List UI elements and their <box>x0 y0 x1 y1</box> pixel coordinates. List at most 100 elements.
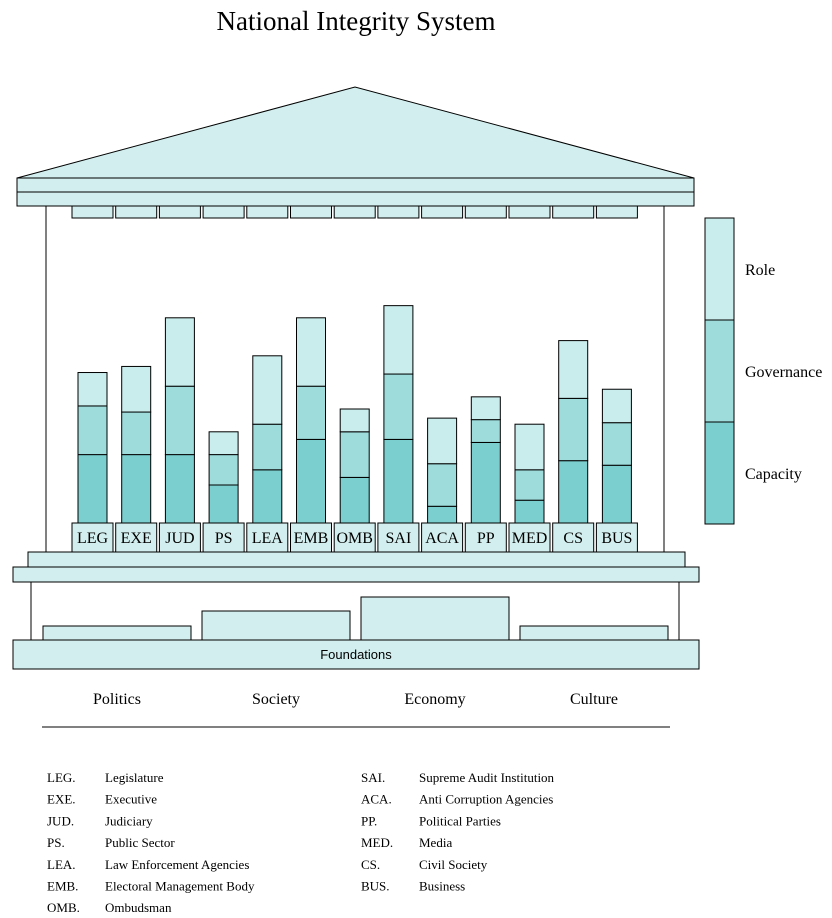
tick-label-bus: BUS <box>601 530 632 547</box>
bar-jud-role <box>164 317 195 387</box>
glossary-name-omb: Ombudsman <box>105 900 172 915</box>
bar-leg-governance <box>77 405 108 456</box>
bar-cs-capacity <box>558 460 589 524</box>
glossary-name-exe: Executive <box>105 792 157 807</box>
glossary-abbr-aca: ACA. <box>361 792 392 807</box>
capital-cs <box>552 205 595 219</box>
capital-pp <box>464 205 507 219</box>
platform-top <box>27 551 686 568</box>
foundations-base <box>12 639 700 670</box>
bar-emb-capacity <box>296 438 326 524</box>
bar-omb-role <box>339 408 370 433</box>
glossary-name-leg: Legislature <box>105 770 164 785</box>
glossary-abbr-emb: EMB. <box>47 879 78 894</box>
capital-ps <box>202 205 245 219</box>
capital-emb <box>290 205 332 219</box>
roof-cornice <box>16 177 695 193</box>
foundation-item-politics: Politics <box>93 691 141 708</box>
bar-jud-governance <box>164 385 195 456</box>
bar-pp-role <box>470 396 501 421</box>
legend-swatch-capacity <box>704 421 735 525</box>
bar-pp-governance <box>470 419 501 443</box>
glossary-name-emb: Electoral Management Body <box>105 879 255 894</box>
bar-leg-role <box>77 372 108 407</box>
tick-label-omb: OMB <box>336 530 372 547</box>
bar-lea-capacity <box>252 469 283 524</box>
bar-sai-role <box>383 305 414 375</box>
pillar-capitals <box>71 205 638 219</box>
bar-bus-capacity <box>601 464 632 524</box>
legend-label-governance: Governance <box>745 364 822 381</box>
bar-leg-capacity <box>77 454 108 524</box>
glossary-abbr-bus: BUS. <box>361 879 390 894</box>
glossary-abbr-leg: LEG. <box>47 770 76 785</box>
tick-label-ps: PS <box>215 530 233 547</box>
bar-med-capacity <box>514 499 545 524</box>
tick-label-sai: SAI <box>386 530 412 547</box>
legend-label-capacity: Capacity <box>745 466 802 483</box>
pillar-base-leg <box>71 522 114 553</box>
glossary-name-cs: Civil Society <box>419 857 488 872</box>
chart-title: National Integrity System <box>217 6 496 36</box>
capital-omb <box>333 205 376 219</box>
glossary-abbr-pp: PP. <box>361 813 377 828</box>
tick-label-aca: ACA <box>425 530 459 547</box>
foundation-items: Politics Society Economy Culture <box>93 691 618 708</box>
pillar-base-ps <box>202 522 245 553</box>
bar-exe-governance <box>121 411 152 456</box>
side-legend: Role Governance Capacity <box>704 217 822 525</box>
glossary-abbr-lea: LEA. <box>47 857 76 872</box>
capital-leg <box>71 205 114 219</box>
glossary-abbr-omb: OMB. <box>47 900 80 915</box>
foundation-block-economy <box>360 596 510 641</box>
pillar-base-med <box>508 522 551 553</box>
pillar-base-omb <box>333 522 376 553</box>
bar-emb-role <box>296 317 326 387</box>
capital-lea <box>246 205 289 219</box>
foundation-item-economy: Economy <box>404 691 465 708</box>
bar-bus-role <box>601 388 632 424</box>
capital-bus <box>595 205 638 219</box>
glossary-name-med: Media <box>419 835 452 850</box>
bar-aca-governance <box>427 463 458 507</box>
capital-med <box>508 205 551 219</box>
bar-jud-capacity <box>164 454 195 524</box>
tick-label-exe: EXE <box>121 530 152 547</box>
pillar-base-jud <box>158 522 201 553</box>
foundation-block-culture <box>519 625 669 641</box>
bar-emb-governance <box>296 385 326 440</box>
legend-label-role: Role <box>745 262 775 279</box>
tick-label-lea: LEA <box>252 530 284 547</box>
tick-label-pp: PP <box>477 530 495 547</box>
bar-med-governance <box>514 469 545 501</box>
bar-omb-capacity <box>339 476 370 524</box>
tick-label-cs: CS <box>563 530 583 547</box>
bar-cs-governance <box>558 397 589 462</box>
legend-swatch-role <box>704 217 735 321</box>
tick-label-med: MED <box>512 530 548 547</box>
foundations-label: Foundations <box>320 647 392 662</box>
glossary-name-ps: Public Sector <box>105 835 175 850</box>
glossary-name-bus: Business <box>419 879 465 894</box>
bar-sai-governance <box>383 373 414 440</box>
glossary-abbr-sai: SAI. <box>361 770 385 785</box>
bar-exe-capacity <box>121 454 152 524</box>
foundation-block-politics <box>42 625 192 641</box>
tick-label-emb: EMB <box>294 530 329 547</box>
glossary-name-pp: Political Parties <box>419 813 501 828</box>
bar-cs-role <box>558 340 589 399</box>
bar-ps-capacity <box>208 484 239 524</box>
foundation-item-culture: Culture <box>570 691 618 708</box>
tick-label-leg: LEG <box>77 530 109 547</box>
capital-jud <box>158 205 201 219</box>
pillar-base-cs <box>552 522 595 553</box>
bar-pp-capacity <box>470 441 501 524</box>
pillar-bases: LEG EXE JUD PS LEA EMB OMB SAI ACA PP MED CS BUS <box>71 522 638 553</box>
glossary-abbr-exe: EXE. <box>47 792 76 807</box>
glossary-abbr-ps: PS. <box>47 835 65 850</box>
glossary-name-aca: Anti Corruption Agencies <box>419 792 553 807</box>
capital-exe <box>115 205 158 219</box>
pillar-base-emb <box>290 522 332 553</box>
pillar-base-bus <box>595 522 638 553</box>
